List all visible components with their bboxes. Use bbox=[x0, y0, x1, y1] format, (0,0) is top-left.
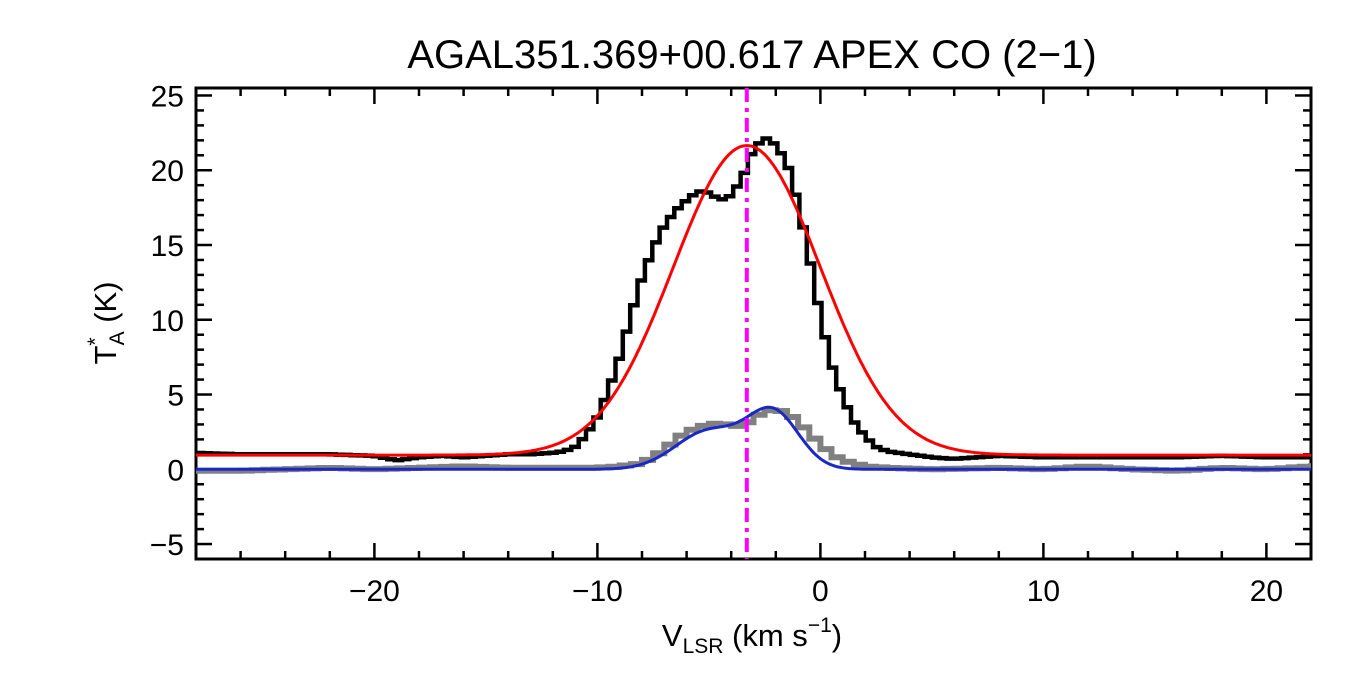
secondary-spectrum-line bbox=[196, 407, 1311, 474]
y-axis-label-sup: * bbox=[84, 337, 107, 345]
observed-spectrum-line bbox=[196, 136, 1311, 463]
y-tick-label: 0 bbox=[167, 454, 184, 487]
plot-frame bbox=[194, 86, 1313, 561]
x-tick-label: −20 bbox=[349, 575, 400, 608]
y-tick-label: 5 bbox=[167, 380, 184, 413]
two-component-fit-line bbox=[196, 405, 1311, 471]
x-axis-label-unit: (km s bbox=[723, 618, 807, 653]
chart-title: AGAL351.369+00.617 APEX CO (2−1) bbox=[407, 33, 1096, 77]
x-axis-label-sup: −1 bbox=[808, 614, 832, 637]
y-axis-label-sub: A bbox=[106, 331, 129, 345]
y-tick-label: 20 bbox=[151, 155, 184, 188]
y-axis-label-main: T bbox=[88, 346, 123, 365]
x-tick-label: 20 bbox=[1250, 575, 1283, 608]
x-tick-label: 10 bbox=[1027, 575, 1060, 608]
x-tick-label: 0 bbox=[812, 575, 829, 608]
axes-group: −20 −10 0 10 20 −5 0 5 10 15 20 25 bbox=[150, 80, 1313, 608]
x-axis-label-close: ) bbox=[832, 618, 842, 653]
y-tick-label: 25 bbox=[151, 80, 184, 113]
gaussian-fit-line bbox=[196, 144, 1311, 457]
x-axis-label: VLSR (km s−1) bbox=[662, 614, 842, 658]
series-layer bbox=[196, 88, 1311, 559]
x-tick-label: −10 bbox=[572, 575, 623, 608]
y-axis-label-unit: (K) bbox=[88, 281, 123, 331]
y-tick-label: 10 bbox=[151, 305, 184, 338]
y-tick-label: −5 bbox=[150, 529, 184, 562]
x-axis-label-main: V bbox=[662, 618, 683, 653]
y-axis-label: T*A (K) bbox=[84, 281, 129, 364]
y-tick-label: 15 bbox=[151, 230, 184, 263]
x-axis-label-sub: LSR bbox=[683, 635, 724, 658]
